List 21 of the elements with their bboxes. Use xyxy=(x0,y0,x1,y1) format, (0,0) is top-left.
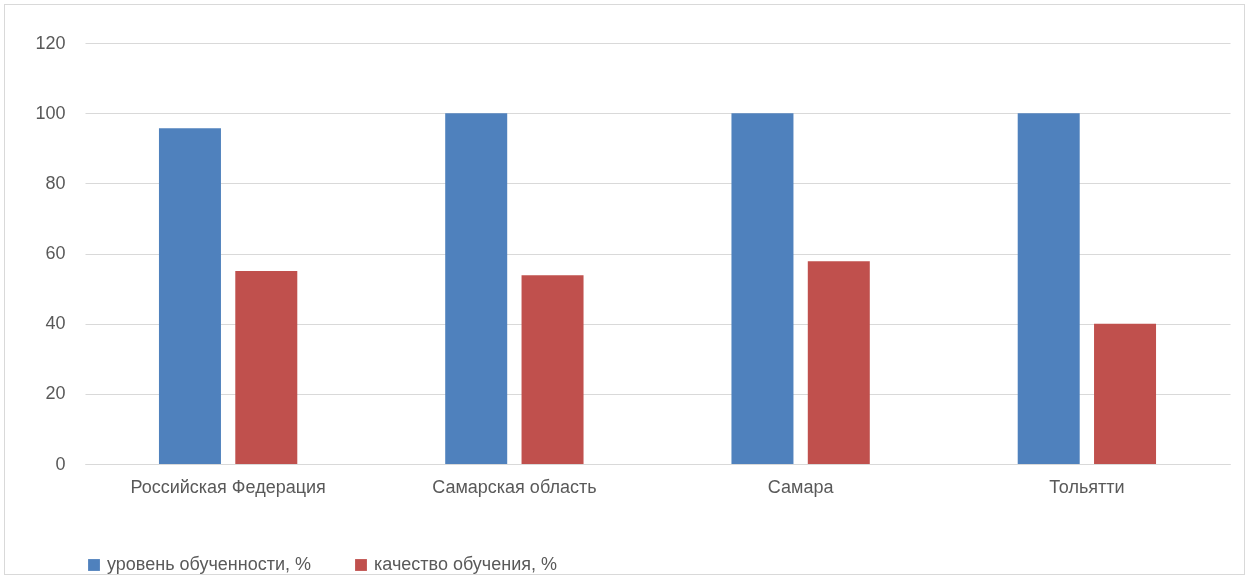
bar xyxy=(158,128,221,464)
legend-label: уровень обученности, % xyxy=(107,554,312,574)
y-tick-label: 60 xyxy=(45,243,66,263)
bar xyxy=(807,261,870,464)
y-tick-label: 40 xyxy=(45,313,66,334)
y-tick-label: 20 xyxy=(45,383,66,404)
y-tick-label: 0 xyxy=(55,453,66,474)
x-tick-label: Самарская область xyxy=(432,476,597,497)
bar xyxy=(731,113,794,464)
x-tick-label: Самара xyxy=(767,476,835,497)
bar xyxy=(1094,323,1157,464)
y-tick-label: 80 xyxy=(45,172,66,193)
legend-label: качество обучения, % xyxy=(374,554,557,574)
bar xyxy=(1017,113,1080,464)
bar xyxy=(445,113,508,464)
y-tick-label: 100 xyxy=(35,102,66,123)
bar xyxy=(521,275,584,464)
bar xyxy=(235,271,298,464)
x-tick-label: Тольятти xyxy=(1049,476,1125,497)
y-tick-label: 120 xyxy=(35,32,66,53)
x-tick-label: Российская Федерация xyxy=(130,476,326,497)
